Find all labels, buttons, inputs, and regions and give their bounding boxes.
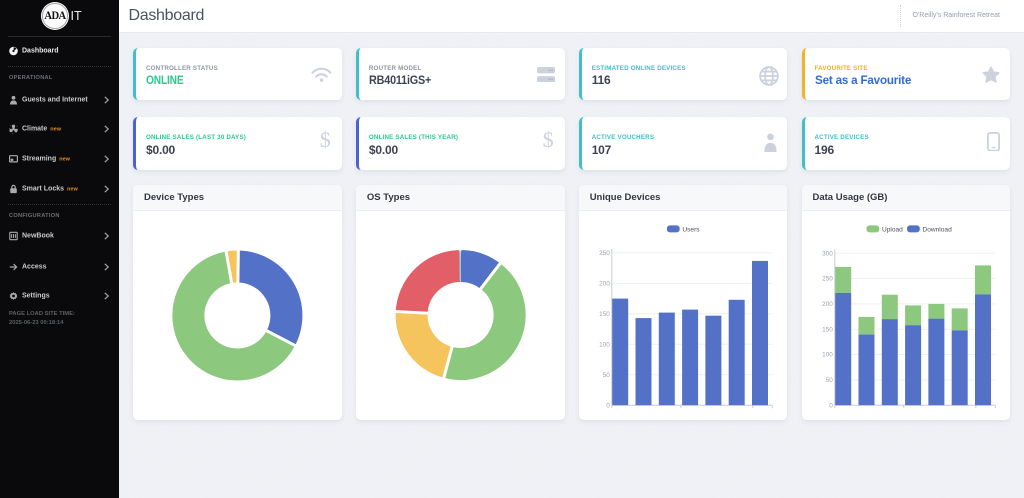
svg-text:100: 100	[822, 352, 833, 359]
svg-text:0: 0	[606, 402, 610, 409]
svg-text:Download: Download	[922, 227, 952, 234]
svg-text:0: 0	[829, 402, 833, 409]
svg-text:100: 100	[599, 341, 610, 348]
svg-text:50: 50	[602, 372, 610, 379]
svg-text:Upload: Upload	[881, 227, 902, 234]
svg-text:300: 300	[822, 250, 833, 257]
svg-text:50: 50	[825, 377, 833, 384]
svg-text:250: 250	[599, 250, 610, 257]
svg-text:150: 150	[822, 326, 833, 333]
svg-text:250: 250	[822, 276, 833, 283]
svg-text:200: 200	[822, 301, 833, 308]
svg-text:Users: Users	[682, 227, 700, 234]
svg-text:150: 150	[599, 311, 610, 318]
svg-text:200: 200	[599, 281, 610, 288]
